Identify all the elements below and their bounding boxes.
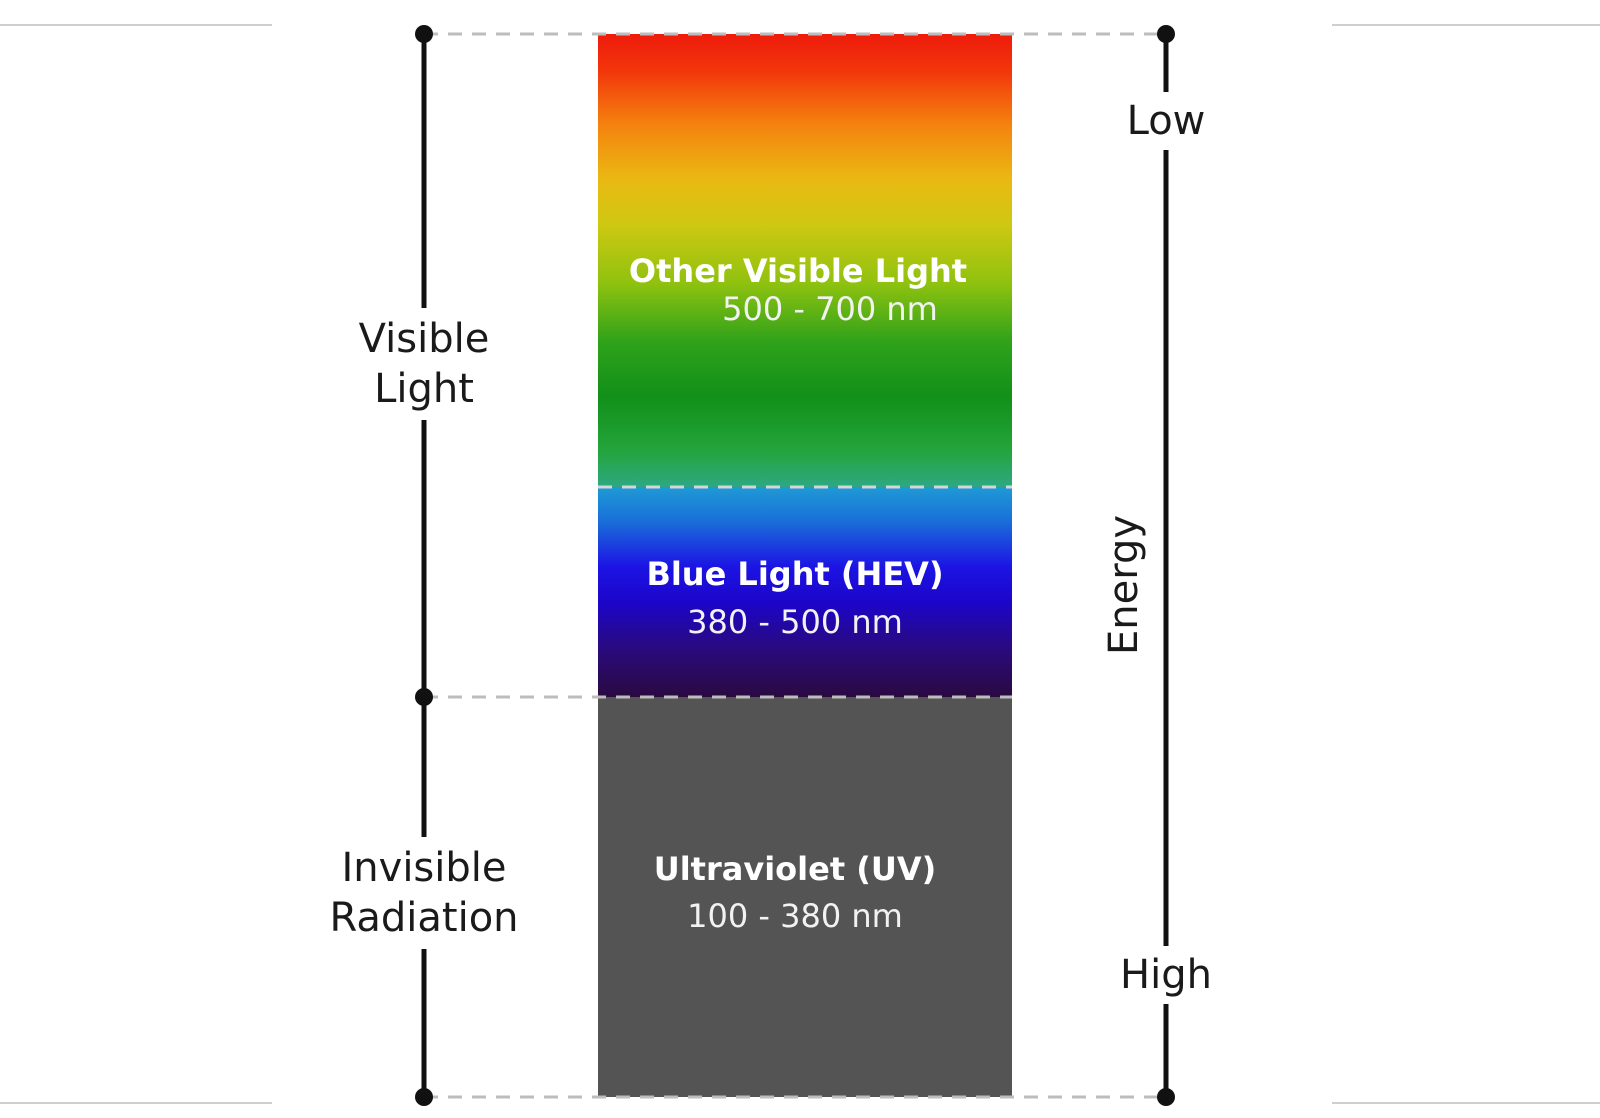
uv-band-range: 100 - 380 nm: [687, 897, 903, 935]
left-axis-dot-bottom: [415, 1088, 433, 1106]
visible-band-title: Other Visible Light: [628, 252, 968, 290]
energy-low-label: Low: [1106, 92, 1226, 150]
blue-band-title: Blue Light (HEV): [646, 555, 944, 593]
frame-line-top-right: [1332, 24, 1600, 26]
frame-line-bottom-left: [0, 1102, 272, 1104]
right-axis-dot-top: [1157, 25, 1175, 43]
right-axis-dot-bottom: [1157, 1088, 1175, 1106]
visible-light-label: Visible Light: [334, 308, 514, 420]
blue-band-range: 380 - 500 nm: [687, 603, 903, 641]
energy-high-label: High: [1100, 946, 1232, 1004]
visible-band-range: 500 - 700 nm: [722, 290, 938, 328]
band-blue-light: [598, 487, 1012, 697]
band-ultraviolet: [598, 697, 1012, 1097]
band-other-visible-light: [598, 34, 1012, 487]
frame-line-bottom-right: [1332, 1102, 1600, 1104]
left-axis-dot-middle: [415, 688, 433, 706]
left-axis-dot-top: [415, 25, 433, 43]
invisible-radiation-label: Invisible Radiation: [316, 837, 532, 949]
energy-axis-label: Energy: [1101, 504, 1147, 666]
uv-band-title: Ultraviolet (UV): [653, 850, 937, 888]
frame-line-top-left: [0, 24, 272, 26]
